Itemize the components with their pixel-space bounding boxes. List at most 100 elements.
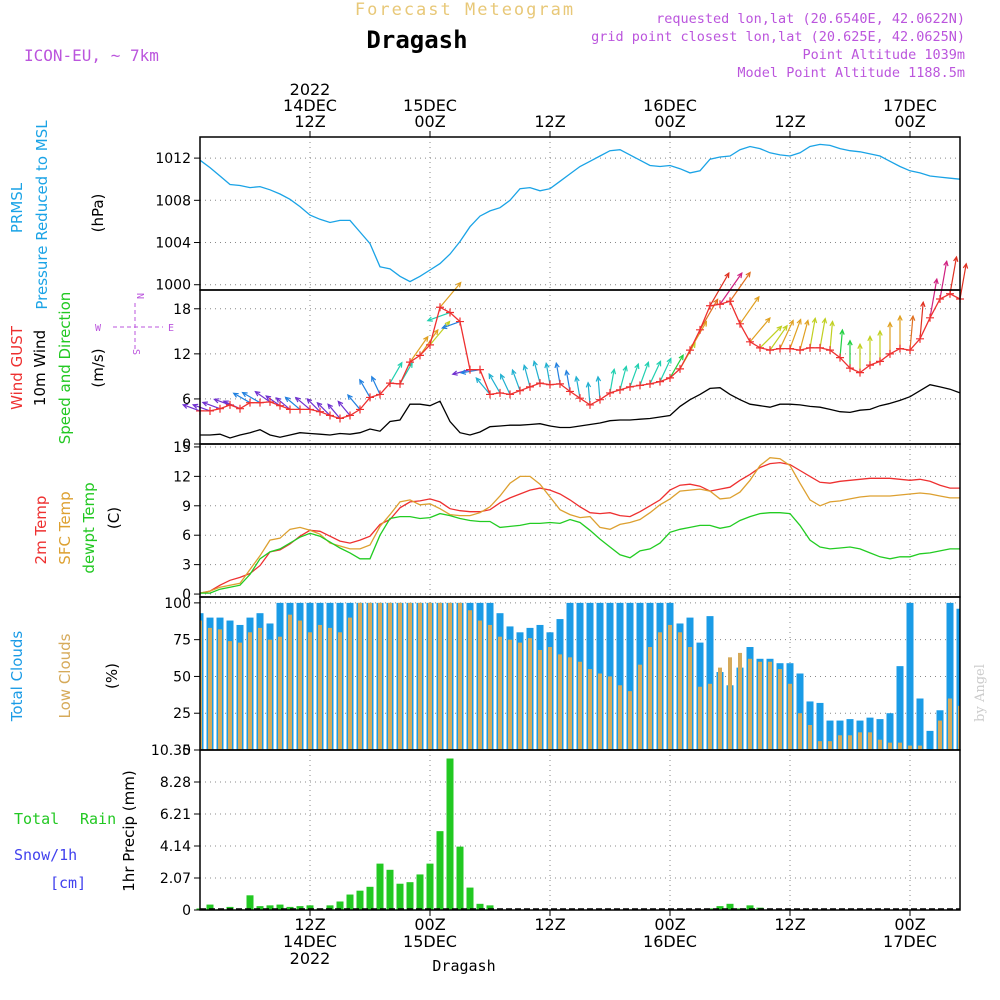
gust-marker	[866, 361, 874, 370]
wind-arrow-head	[284, 396, 291, 403]
time-label-bottom: 12Z	[534, 915, 565, 934]
wind-arrow	[316, 402, 331, 416]
total-cloud-bar	[796, 673, 804, 750]
y-tick-label: 1000	[155, 278, 191, 294]
gust-marker	[246, 398, 254, 407]
wind-arrow	[545, 363, 551, 385]
wind-arrow-head	[433, 328, 439, 335]
rain-bar	[386, 869, 394, 910]
time-label-bottom: 12Z	[294, 915, 325, 934]
wind-arrow	[488, 373, 501, 394]
time-label-top: 16DEC	[643, 96, 697, 115]
rain-bar	[486, 905, 494, 910]
low-cloud-bar	[208, 627, 212, 750]
temp-dew-line	[200, 512, 960, 594]
low-cloud-bar	[788, 683, 792, 750]
wind-arrow	[419, 329, 439, 356]
wind-arrow-head	[877, 329, 883, 336]
low-cloud-bar	[688, 647, 692, 750]
panel-frame	[199, 443, 961, 598]
rain-bar	[346, 894, 354, 910]
wind-arrow	[359, 379, 371, 398]
wind-arrow-head	[397, 361, 403, 368]
panel-frame	[199, 749, 961, 911]
rain-bar	[256, 906, 264, 910]
wind-arrow-head	[788, 319, 794, 326]
wind-arrow-head	[488, 372, 494, 380]
gust-marker	[306, 405, 314, 414]
y-tick-label: 0	[182, 903, 191, 919]
low-cloud-bar	[618, 685, 622, 750]
page-title: Dragash	[366, 26, 467, 54]
gust-marker	[776, 344, 784, 353]
rain-bar	[206, 904, 214, 910]
gust-marker	[256, 398, 264, 407]
low-cloud-bar	[468, 610, 472, 750]
panel-frame	[199, 289, 961, 445]
low-cloud-bar	[488, 624, 492, 750]
wind-arrow	[202, 401, 221, 410]
wind-arrow	[749, 317, 771, 343]
wind-arrow	[609, 369, 615, 394]
rain-bar	[456, 846, 464, 910]
gust-marker	[226, 400, 234, 409]
time-label-top: 2022	[290, 80, 331, 99]
gust-marker	[686, 346, 694, 355]
wind-arrow-head	[634, 362, 640, 370]
wind-arrow	[242, 392, 261, 404]
wind-arrow-head	[909, 314, 916, 321]
wind-arrow	[429, 321, 450, 346]
low-cloud-bar	[818, 741, 822, 750]
low-cloud-bar	[498, 636, 502, 750]
wind-arrow-head	[544, 361, 550, 369]
wind-arrow	[475, 377, 491, 395]
wind-arrow-head	[953, 255, 959, 262]
low-cloud-bar	[958, 705, 960, 750]
wind-speed-label: Speed and Direction	[56, 292, 74, 445]
low-cloud-bar	[528, 638, 532, 750]
wind-arrow	[719, 272, 743, 305]
rain-bar	[266, 905, 274, 910]
wind-arrow	[819, 318, 826, 348]
wind-arrow-head	[622, 365, 628, 372]
wind-arrow-head	[327, 403, 333, 410]
wind-arrow	[575, 376, 581, 399]
compass-w: W	[95, 323, 102, 334]
low-cloud-bar	[568, 657, 572, 750]
low-cloud-bar	[888, 742, 892, 750]
wind-arrow-head	[359, 378, 365, 385]
gust-marker	[936, 295, 944, 304]
wind-arrow	[389, 362, 403, 384]
wind-arrow-head	[444, 320, 451, 327]
time-label-bottom: 16DEC	[643, 932, 697, 951]
gust-marker	[276, 401, 284, 410]
wind-10m-label: 10m Wind	[31, 330, 49, 406]
time-label-bottom: 00Z	[654, 915, 685, 934]
low-cloud-bar	[338, 632, 342, 750]
low-cloud-bar	[268, 639, 272, 750]
low-cloud-bar	[878, 739, 882, 750]
credit: by Angel	[973, 664, 988, 722]
gust-marker	[206, 406, 214, 415]
low-cloud-bar	[698, 686, 702, 750]
wind-arrow-head	[554, 361, 560, 369]
low-cloud-bar	[738, 652, 742, 750]
wind-arrow	[939, 261, 948, 300]
wind-arrow	[427, 311, 451, 322]
total-cloud-bar	[956, 608, 960, 750]
wind-arrow	[214, 398, 231, 406]
total-cloud-bar	[876, 719, 884, 750]
gust-marker	[356, 405, 364, 414]
gust-marker	[716, 300, 724, 309]
gust-marker	[516, 386, 524, 395]
wind-arrow-head	[829, 320, 835, 327]
wind-arrow-head	[441, 323, 448, 330]
wind-arrow-head	[610, 368, 617, 375]
low-cloud-bar	[200, 620, 202, 750]
pressure-label-desc: Pressure Reduced to MSL	[33, 120, 51, 310]
gust-marker	[316, 407, 324, 416]
rain-bar	[406, 882, 414, 910]
low-cloud-bar	[868, 732, 872, 750]
low-cloud-bar	[418, 602, 422, 750]
clouds-total-label: Total Clouds	[8, 631, 26, 723]
